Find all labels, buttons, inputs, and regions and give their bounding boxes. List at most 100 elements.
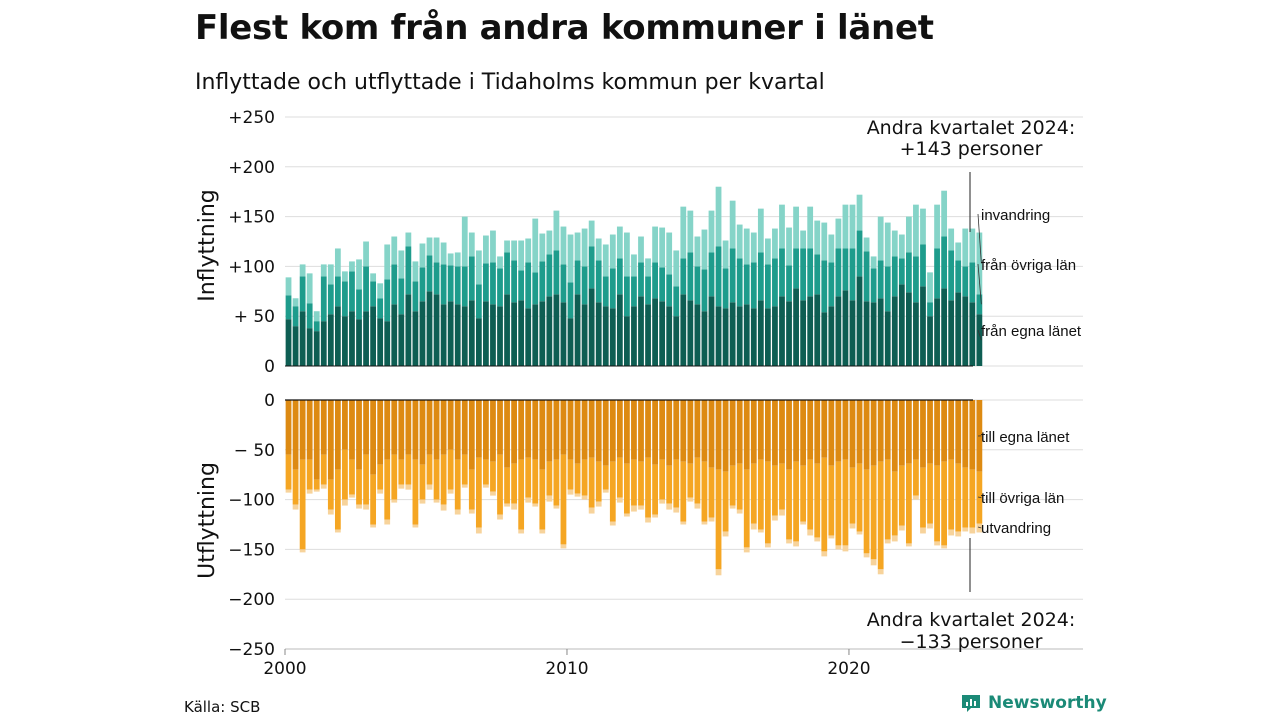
bar-inflow: [539, 261, 546, 302]
bar-outflow: [877, 569, 884, 575]
bar-inflow: [955, 260, 962, 293]
bar-inflow: [680, 206, 687, 259]
bar-inflow: [581, 266, 588, 305]
bar-outflow: [884, 459, 891, 540]
bar-outflow: [461, 400, 468, 455]
bar-inflow: [941, 236, 948, 289]
bar-inflow: [313, 321, 320, 332]
bar-outflow: [313, 479, 320, 490]
bar-outflow: [595, 400, 602, 462]
bar-inflow: [877, 216, 884, 261]
bar-inflow: [976, 294, 983, 315]
bar-outflow: [645, 517, 651, 523]
bar-outflow: [969, 400, 976, 470]
bar-inflow: [511, 302, 517, 366]
bar-outflow: [708, 517, 715, 522]
bar-outflow: [772, 400, 778, 466]
bar-inflow: [384, 244, 391, 280]
bar-inflow: [377, 298, 384, 319]
bar-outflow: [539, 469, 546, 530]
bar-inflow: [483, 235, 489, 264]
bar-inflow: [546, 230, 553, 255]
bar-inflow: [567, 234, 574, 283]
bar-outflow: [624, 463, 630, 514]
bar-inflow: [306, 303, 313, 329]
bar-inflow: [334, 306, 341, 366]
bar-inflow: [342, 281, 348, 317]
bar-inflow: [729, 302, 736, 366]
bar-outflow: [616, 497, 623, 503]
bar-outflow: [680, 400, 687, 462]
x-tick-label: 2010: [545, 659, 588, 679]
bar-outflow: [447, 449, 454, 490]
bar-outflow: [370, 400, 377, 475]
bar-outflow: [356, 469, 362, 505]
bar-inflow: [398, 278, 405, 315]
bar-outflow: [821, 551, 828, 557]
bar-outflow: [835, 400, 842, 462]
bar-inflow: [320, 321, 327, 366]
bar-inflow: [835, 248, 842, 297]
bar-inflow: [863, 301, 870, 366]
bar-inflow: [694, 266, 701, 305]
bar-inflow: [715, 186, 722, 247]
bar-inflow: [638, 262, 644, 297]
y-tick-label-inflow: +150: [228, 208, 275, 228]
bar-outflow: [461, 454, 468, 485]
bar-inflow: [800, 230, 807, 249]
bar-inflow: [849, 300, 856, 366]
bar-outflow: [736, 509, 743, 514]
bar-outflow: [757, 400, 764, 460]
bar-outflow: [764, 400, 771, 462]
bar-inflow: [764, 264, 771, 309]
bar-inflow: [581, 228, 588, 267]
bar-inflow: [616, 294, 623, 366]
bar-outflow: [814, 537, 821, 542]
bar-outflow: [729, 505, 736, 509]
y-tick-label-outflow: −250: [228, 640, 275, 660]
bar-inflow: [962, 296, 969, 366]
bar-inflow: [574, 232, 581, 261]
bar-inflow: [856, 276, 863, 366]
bar-inflow: [715, 306, 722, 366]
bar-inflow: [743, 228, 750, 265]
bar-outflow: [666, 465, 673, 504]
legend-leader-outflow: [977, 526, 982, 529]
bar-outflow: [715, 400, 722, 470]
bar-outflow: [905, 463, 912, 544]
bar-inflow: [285, 295, 292, 320]
bar-inflow: [609, 234, 616, 269]
bar-inflow: [750, 308, 757, 366]
bar-outflow: [913, 495, 919, 500]
bar-inflow: [539, 301, 546, 366]
bar-inflow: [398, 314, 405, 366]
bar-outflow: [736, 400, 743, 464]
bar-inflow: [525, 308, 532, 366]
bar-outflow: [320, 484, 327, 489]
y-tick-label-outflow: − 50: [234, 441, 275, 461]
bar-inflow: [306, 328, 313, 366]
y-tick-label-inflow: 0: [264, 357, 275, 377]
bar-inflow: [786, 227, 792, 266]
bar-inflow: [934, 298, 940, 366]
bar-outflow: [567, 400, 574, 460]
bar-outflow: [757, 459, 764, 530]
bar-outflow: [433, 499, 440, 503]
bar-outflow: [750, 400, 757, 464]
bar-outflow: [863, 553, 870, 558]
bar-inflow: [334, 248, 341, 277]
bar-inflow: [969, 262, 976, 303]
bar-outflow: [891, 535, 898, 542]
bar-outflow: [927, 400, 933, 464]
bar-inflow: [553, 250, 560, 295]
bar-outflow: [405, 400, 412, 455]
bar-inflow: [905, 216, 912, 253]
bar-inflow: [349, 311, 355, 366]
bar-inflow: [687, 210, 694, 253]
bar-outflow: [934, 541, 940, 546]
bar-outflow: [525, 457, 532, 498]
bar-outflow: [772, 465, 778, 516]
bar-inflow: [750, 262, 757, 309]
bar-outflow: [694, 400, 701, 458]
bar-inflow: [652, 262, 658, 299]
